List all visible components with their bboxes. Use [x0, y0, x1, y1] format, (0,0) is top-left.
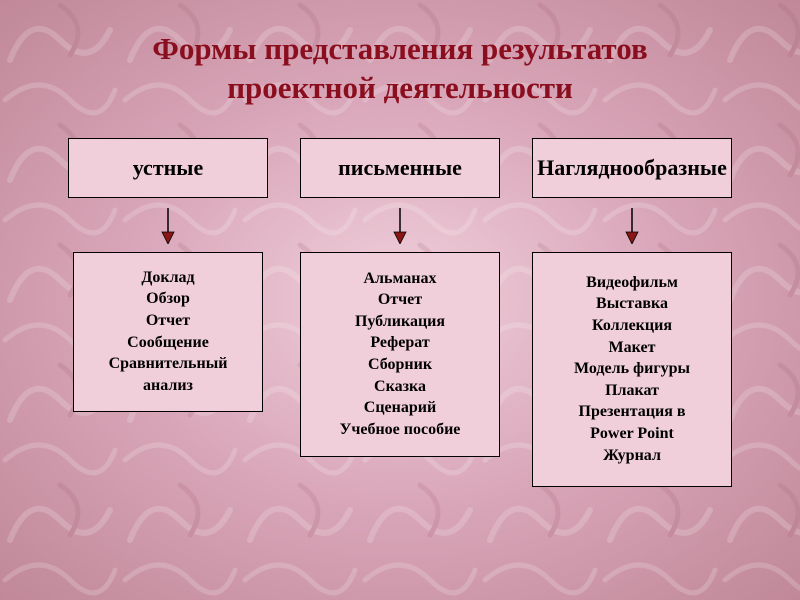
- list-item: Реферат: [370, 332, 429, 354]
- list-item: Сценарий: [364, 397, 436, 419]
- arrow-down-icon: [623, 208, 641, 244]
- items-box-written: АльманахОтчетПубликацияРефератСборникСка…: [300, 252, 500, 457]
- list-item: Выставка: [596, 293, 668, 315]
- page-title: Формы представления результатов проектно…: [0, 0, 800, 108]
- list-item: Альманах: [364, 268, 437, 290]
- arrow-down-icon: [391, 208, 409, 244]
- items-box-visual: ВидеофильмВыставкаКоллекцияМакетМодель ф…: [532, 252, 732, 487]
- list-item: анализ: [143, 375, 193, 397]
- list-item: Журнал: [603, 445, 661, 467]
- list-item: Публикация: [355, 311, 445, 333]
- list-item: Сообщение: [127, 332, 209, 354]
- list-item: Плакат: [605, 380, 659, 402]
- list-item: Сравнительный: [109, 353, 228, 375]
- list-item: Видеофильм: [586, 272, 678, 294]
- list-item: Модель фигуры: [574, 358, 690, 380]
- list-item: Учебное пособие: [340, 419, 461, 441]
- list-item: Отчет: [378, 289, 422, 311]
- column-written: письменные АльманахОтчетПубликацияРеферат…: [300, 138, 500, 487]
- list-item: Сборник: [368, 354, 432, 376]
- category-box-oral: устные: [68, 138, 268, 198]
- list-item: Отчет: [146, 310, 190, 332]
- column-visual: Нагляднообразные ВидеофильмВыставкаКоллек…: [532, 138, 732, 487]
- list-item: Коллекция: [592, 315, 672, 337]
- column-oral: устные ДокладОбзорОтчетСообщениеСравнител…: [68, 138, 268, 487]
- title-line-2: проектной деятельности: [0, 69, 800, 108]
- arrow-down-icon: [159, 208, 177, 244]
- list-item: Доклад: [141, 267, 194, 289]
- list-item: Сказка: [374, 376, 426, 398]
- list-item: Power Point: [590, 423, 674, 445]
- columns-container: устныеДокладОбзорОтчетСообщениеСравнител…: [0, 138, 800, 487]
- list-item: Обзор: [146, 288, 190, 310]
- list-item: Макет: [609, 337, 656, 359]
- list-item: Презентация в: [579, 401, 686, 423]
- title-line-1: Формы представления результатов: [0, 30, 800, 69]
- category-box-written: письменные: [300, 138, 500, 198]
- items-box-oral: ДокладОбзорОтчетСообщениеСравнительныйан…: [73, 252, 263, 412]
- category-box-visual: Нагляднообразные: [532, 138, 732, 198]
